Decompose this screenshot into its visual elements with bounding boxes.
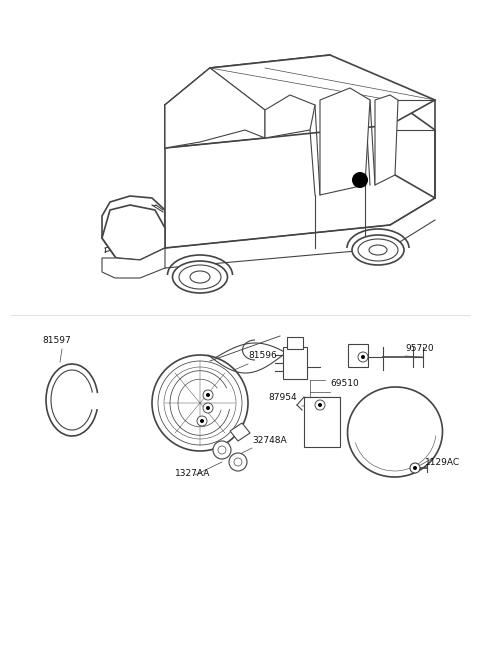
- Text: 1327AA: 1327AA: [175, 469, 210, 478]
- Circle shape: [318, 403, 322, 407]
- Text: 81597: 81597: [42, 336, 71, 345]
- Ellipse shape: [172, 261, 228, 293]
- Polygon shape: [102, 196, 165, 260]
- Text: 87954: 87954: [268, 393, 297, 402]
- Circle shape: [203, 403, 213, 413]
- Polygon shape: [165, 55, 435, 248]
- Ellipse shape: [179, 265, 221, 289]
- Text: 1129AC: 1129AC: [425, 458, 460, 467]
- Circle shape: [213, 441, 231, 459]
- Circle shape: [315, 400, 325, 410]
- Polygon shape: [265, 95, 315, 138]
- Ellipse shape: [369, 245, 387, 255]
- Circle shape: [200, 419, 204, 423]
- Polygon shape: [287, 337, 303, 349]
- Polygon shape: [283, 347, 307, 379]
- Ellipse shape: [352, 235, 404, 265]
- Polygon shape: [102, 205, 165, 260]
- Circle shape: [361, 355, 365, 359]
- Polygon shape: [165, 55, 435, 148]
- Text: 69510: 69510: [330, 379, 359, 388]
- Ellipse shape: [348, 387, 443, 477]
- Circle shape: [358, 352, 368, 362]
- Ellipse shape: [358, 239, 398, 261]
- Circle shape: [413, 466, 417, 470]
- Circle shape: [229, 453, 247, 471]
- Polygon shape: [102, 248, 165, 278]
- Polygon shape: [304, 397, 340, 447]
- Circle shape: [410, 463, 420, 473]
- Circle shape: [206, 393, 210, 397]
- Polygon shape: [230, 423, 250, 441]
- Text: 81596: 81596: [248, 351, 277, 360]
- Text: 32748A: 32748A: [252, 436, 287, 445]
- Polygon shape: [375, 95, 398, 185]
- Circle shape: [203, 390, 213, 400]
- Ellipse shape: [190, 271, 210, 283]
- Circle shape: [206, 406, 210, 410]
- Polygon shape: [165, 68, 265, 148]
- Polygon shape: [320, 88, 370, 195]
- Polygon shape: [348, 344, 368, 367]
- Text: 95720: 95720: [405, 344, 433, 353]
- Circle shape: [152, 355, 248, 451]
- Circle shape: [197, 416, 207, 426]
- Circle shape: [352, 172, 368, 188]
